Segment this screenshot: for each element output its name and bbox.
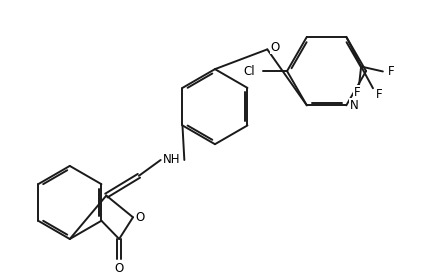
Text: O: O [135, 211, 145, 224]
Text: O: O [114, 262, 124, 275]
Text: NH: NH [163, 153, 180, 166]
Text: F: F [354, 86, 360, 99]
Text: N: N [350, 99, 359, 112]
Text: F: F [388, 65, 394, 78]
Text: O: O [271, 41, 280, 54]
Text: Cl: Cl [244, 65, 255, 78]
Text: F: F [376, 88, 382, 101]
